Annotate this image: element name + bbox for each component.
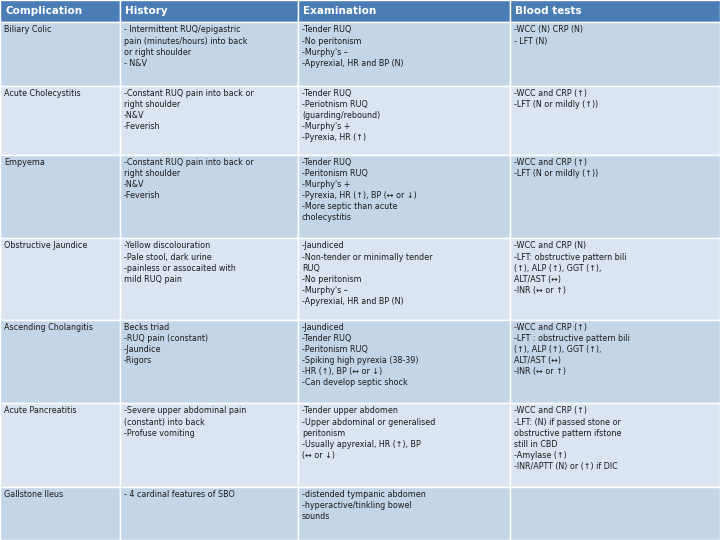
Bar	[510, 320, 720, 403]
Text: Empyema: Empyema	[4, 158, 45, 167]
Text: Acute Pancreatitis: Acute Pancreatitis	[4, 407, 76, 415]
Bar	[0, 23, 120, 85]
Text: -WCC and CRP (↑)
-LFT : obstructive pattern bili
(↑), ALP (↑), GGT (↑),
ALT/AST : -WCC and CRP (↑) -LFT : obstructive patt…	[514, 323, 630, 376]
Text: - 4 cardinal features of SBO: - 4 cardinal features of SBO	[124, 490, 235, 499]
Text: -Tender RUQ
-Periotnism RUQ
(guarding/rebound)
-Murphy's +
-Pyrexia, HR (↑): -Tender RUQ -Periotnism RUQ (guarding/re…	[302, 89, 380, 142]
Text: Ascending Cholangitis: Ascending Cholangitis	[4, 323, 93, 332]
Text: -Constant RUQ pain into back or
right shoulder
-N&V
-Feverish: -Constant RUQ pain into back or right sh…	[124, 158, 253, 200]
Bar	[298, 403, 510, 487]
Text: Obstructive Jaundice: Obstructive Jaundice	[4, 241, 87, 251]
Bar	[0, 155, 120, 239]
Bar	[510, 155, 720, 239]
Text: - Intermittent RUQ/epigastric
pain (minutes/hours) into back
or right shoulder
-: - Intermittent RUQ/epigastric pain (minu…	[124, 25, 248, 68]
Text: -Tender RUQ
-No peritonism
-Murphy's –
-Apyrexial, HR and BP (N): -Tender RUQ -No peritonism -Murphy's – -…	[302, 25, 404, 68]
Bar	[510, 239, 720, 320]
Text: -Constant RUQ pain into back or
right shoulder
-N&V
-Feverish: -Constant RUQ pain into back or right sh…	[124, 89, 253, 131]
Text: -WCC (N) CRP (N)
- LFT (N): -WCC (N) CRP (N) - LFT (N)	[514, 25, 583, 45]
Bar	[510, 85, 720, 155]
Bar	[298, 85, 510, 155]
Bar	[120, 487, 298, 540]
Bar	[120, 320, 298, 403]
Text: -Jaundiced
-Non-tender or minimally tender
RUQ
-No peritonism
-Murphy's –
-Apyre: -Jaundiced -Non-tender or minimally tend…	[302, 241, 433, 306]
Text: Biliary Colic: Biliary Colic	[4, 25, 52, 35]
Bar	[0, 320, 120, 403]
Bar	[0, 85, 120, 155]
Bar	[298, 320, 510, 403]
Bar	[120, 239, 298, 320]
Bar	[0, 403, 120, 487]
Text: History: History	[125, 6, 168, 16]
Text: -WCC and CRP (↑)
-LFT (N or mildly (↑)): -WCC and CRP (↑) -LFT (N or mildly (↑))	[514, 158, 598, 178]
Bar	[298, 155, 510, 239]
Text: Becks triad
-RUQ pain (constant)
-Jaundice
-Rigors: Becks triad -RUQ pain (constant) -Jaundi…	[124, 323, 208, 365]
Bar	[0, 487, 120, 540]
Text: -WCC and CRP (N)
-LFT: obstructive pattern bili
(↑), ALP (↑), GGT (↑),
ALT/AST (: -WCC and CRP (N) -LFT: obstructive patte…	[514, 241, 626, 295]
Bar	[510, 487, 720, 540]
Text: Gallstone Ileus: Gallstone Ileus	[4, 490, 63, 499]
Text: Complication: Complication	[5, 6, 82, 16]
Bar	[0, 239, 120, 320]
Bar	[298, 23, 510, 85]
Text: -WCC and CRP (↑)
-LFT (N or mildly (↑)): -WCC and CRP (↑) -LFT (N or mildly (↑))	[514, 89, 598, 109]
Text: -Yellow discolouration
-Pale stool, dark urine
-painless or assocaited with
mild: -Yellow discolouration -Pale stool, dark…	[124, 241, 235, 284]
Text: -Severe upper abdominal pain
(constant) into back
-Profuse vomiting: -Severe upper abdominal pain (constant) …	[124, 407, 246, 438]
Text: Acute Cholecystitis: Acute Cholecystitis	[4, 89, 81, 98]
Text: -distended tympanic abdomen
-hyperactive/tinkling bowel
sounds: -distended tympanic abdomen -hyperactive…	[302, 490, 426, 521]
Bar	[120, 23, 298, 85]
Bar	[0, 0, 120, 23]
Text: -Tender RUQ
-Peritonism RUQ
-Murphy's +
-Pyrexia, HR (↑), BP (↔ or ↓)
-More sept: -Tender RUQ -Peritonism RUQ -Murphy's + …	[302, 158, 417, 222]
Bar	[120, 403, 298, 487]
Text: -WCC and CRP (↑)
-LFT: (N) if passed stone or
obstructive pattern ifstone
still : -WCC and CRP (↑) -LFT: (N) if passed sto…	[514, 407, 621, 471]
Text: -Tender upper abdomen
-Upper abdominal or generalised
peritonism
-Usually apyrex: -Tender upper abdomen -Upper abdominal o…	[302, 407, 436, 460]
Bar	[510, 403, 720, 487]
Text: Blood tests: Blood tests	[515, 6, 582, 16]
Text: -Jaundiced
-Tender RUQ
-Peritonism RUQ
-Spiking high pyrexia (38-39)
-HR (↑), BP: -Jaundiced -Tender RUQ -Peritonism RUQ -…	[302, 323, 418, 387]
Bar	[510, 0, 720, 23]
Bar	[298, 0, 510, 23]
Bar	[298, 487, 510, 540]
Bar	[120, 85, 298, 155]
Bar	[120, 0, 298, 23]
Bar	[510, 23, 720, 85]
Text: Examination: Examination	[303, 6, 377, 16]
Bar	[120, 155, 298, 239]
Bar	[298, 239, 510, 320]
